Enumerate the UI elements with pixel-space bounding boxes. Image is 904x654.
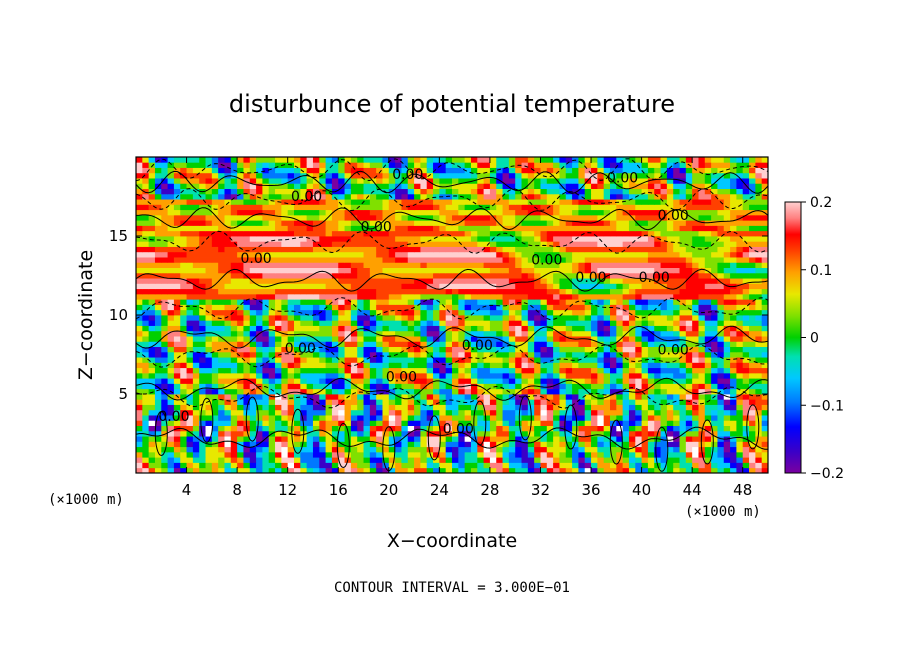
contour-line [136,158,768,182]
y-tick-label: 10 [109,306,128,324]
contour-loop [700,419,714,465]
contour-line [136,385,768,409]
x-tick-label: 32 [531,481,550,499]
contour-line [136,268,768,292]
colorbar-tick-label: 0 [810,331,819,347]
colorbar-tick-label: −0.1 [810,398,844,414]
contour-line [136,344,768,368]
contour-value-label: 0.00 [158,409,189,425]
contour-value-label: 0.00 [531,252,562,268]
contour-value-label: 0.00 [291,189,322,205]
colorbar-tick-label: 0.2 [810,195,832,211]
contour-loop [518,395,532,441]
contour-value-label: 0.00 [607,170,638,186]
contour-loop [609,419,623,465]
contour-value-label: 0.00 [658,208,689,224]
contour-value-label: 0.00 [392,167,423,183]
contour-interval-footer: CONTOUR INTERVAL = 3.000E−01 [334,580,570,596]
contour-line [136,377,768,401]
contour-line [136,230,768,254]
x-tick-label: 24 [430,481,449,499]
colorbar-tick-label: 0.1 [810,263,832,279]
contour-value-label: 0.00 [575,270,606,286]
contour-line [136,207,768,231]
contour-line [136,188,768,212]
x-tick-label: 16 [329,481,348,499]
x-tick-label: 28 [480,481,499,499]
contour-value-label: 0.00 [285,341,316,357]
chart-title: disturbunce of potential temperature [229,90,675,118]
x-unit-left: (×1000 m) [48,492,124,508]
y-tick-label: 15 [109,227,128,245]
contour-loop [655,426,669,472]
x-unit-right: (×1000 m) [685,504,761,520]
x-tick-label: 36 [581,481,600,499]
contour-value-label: 0.00 [361,219,392,235]
y-tick-label: 5 [118,385,128,403]
contour-value-label: 0.00 [658,343,689,359]
x-tick-label: 8 [232,481,242,499]
contour-loop [336,423,350,468]
contour-labels: 0.00 0.00 0.00 0.00 0.00 0.00 0.00 0.00 0.00 0.00… [158,167,688,437]
colorbar-ticks: 0.2 0.1 0 −0.1 −0.2 [801,195,844,482]
x-tick-label: 20 [379,481,398,499]
contour-value-label: 0.00 [462,338,493,354]
y-axis-ticks: 5 10 15 [109,227,768,403]
x-tick-label: 40 [632,481,651,499]
x-tick-label: 12 [278,481,297,499]
contour-line [136,297,768,321]
y-axis-label: Z−coordinate [75,250,97,380]
contour-loop [746,404,760,450]
x-tick-label: 4 [182,481,192,499]
x-axis-label: X−coordinate [387,530,517,552]
contour-loop [154,411,168,456]
contour-line [136,426,768,450]
contour-loop [200,397,214,443]
contour-loop [427,415,441,461]
contour-value-label: 0.00 [443,422,474,438]
x-tick-label: 48 [733,481,752,499]
colorbar-tick-label: −0.2 [810,466,844,482]
colorbar [784,201,802,474]
contour-value-label: 0.00 [241,251,272,267]
contour-line [136,325,768,349]
contour-loop [473,400,487,446]
contour-loop [564,404,578,450]
contour-value-label: 0.00 [639,270,670,286]
x-tick-label: 44 [683,481,702,499]
contour-value-label: 0.00 [386,369,417,385]
contour-line [136,170,768,194]
contour-loop [291,408,305,454]
x-axis-ticks: 4 8 12 16 20 24 28 32 36 40 44 48 [182,157,752,499]
contour-loop [245,396,259,442]
contour-lines [136,158,768,472]
heatmap-field [136,157,768,473]
